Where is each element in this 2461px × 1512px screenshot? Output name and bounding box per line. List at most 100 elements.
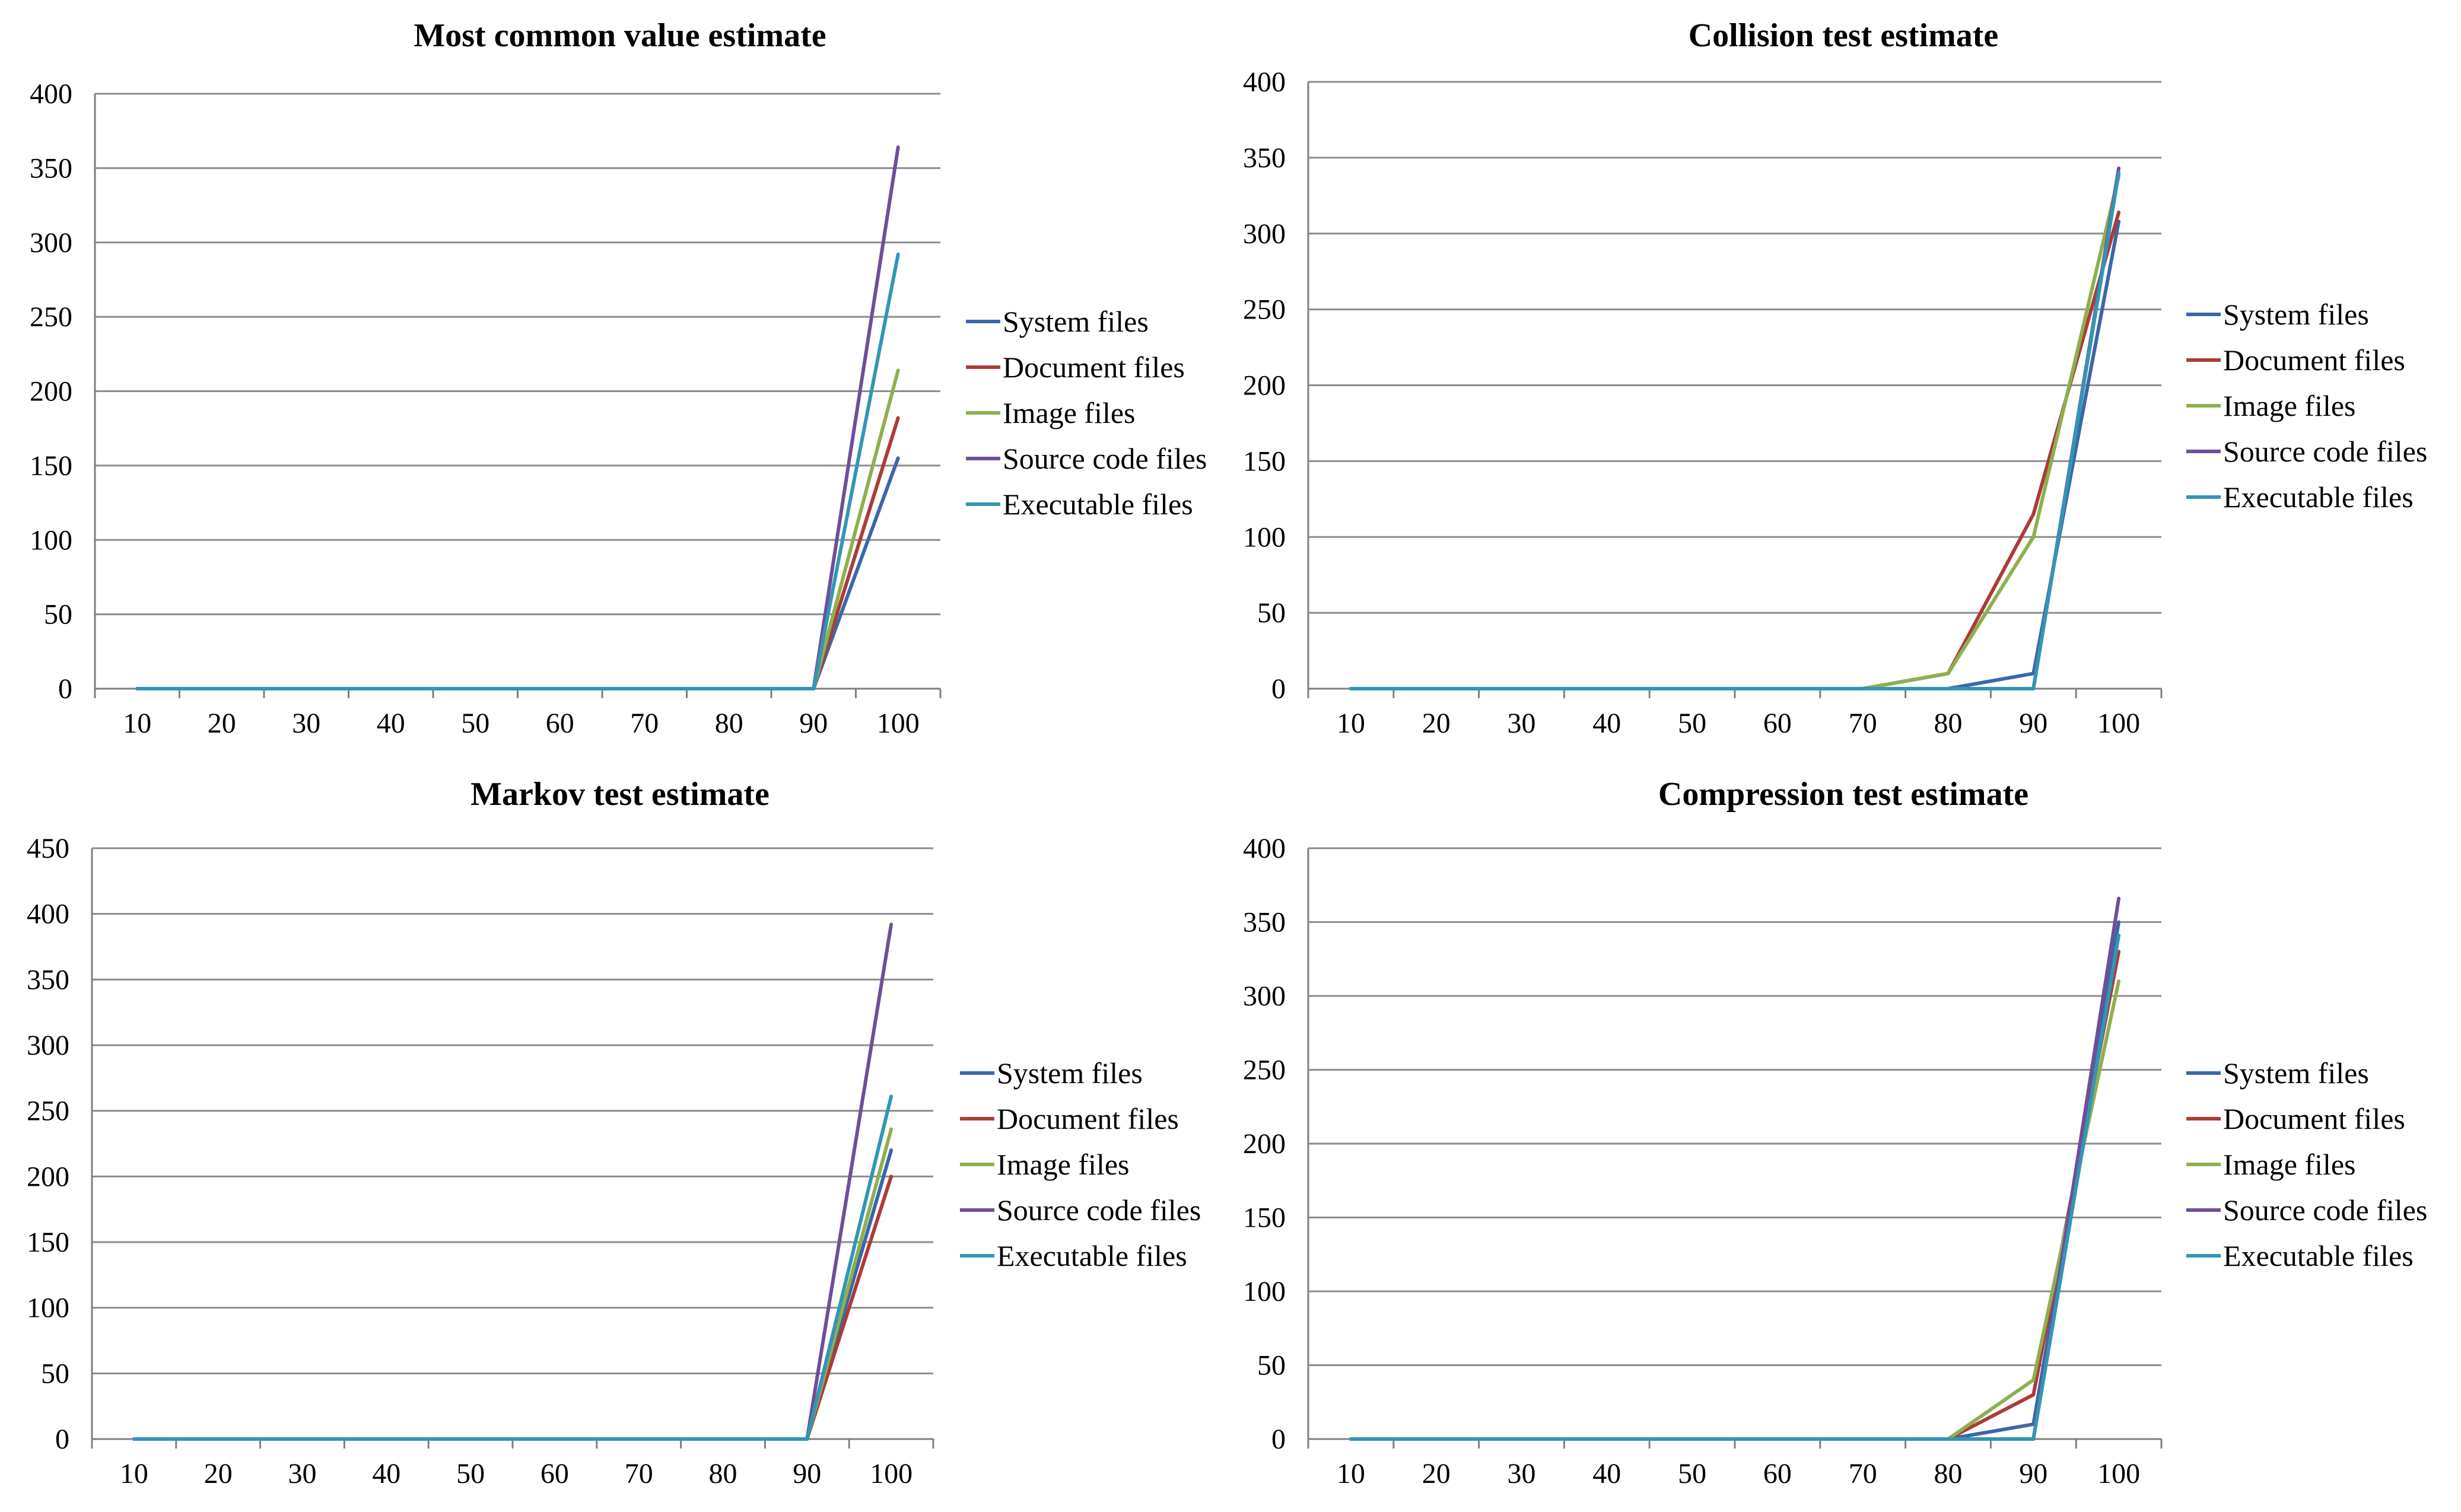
- series-line-source-code-files: [1349, 896, 2121, 1441]
- y-tick-label: 50: [1257, 597, 1286, 629]
- x-tick-label: 70: [625, 1458, 653, 1489]
- legend: System files Document files Image files Sou…: [2186, 1056, 2427, 1272]
- x-tick-label: 40: [377, 708, 405, 739]
- y-tick-label: 200: [27, 1161, 69, 1192]
- y-tick-label: 400: [1243, 66, 1286, 98]
- series-line-executable-files: [1349, 171, 2121, 690]
- x-tick-label: 20: [208, 708, 236, 739]
- series-line-system-files: [132, 1148, 894, 1441]
- legend-label: System files: [2223, 1056, 2369, 1090]
- y-tick-label: 0: [1271, 673, 1286, 705]
- legend-label: Source code files: [997, 1193, 1201, 1227]
- x-tick-label: 20: [204, 1458, 233, 1489]
- x-tick-label: 80: [1934, 708, 1963, 739]
- y-tick-label: 150: [1243, 445, 1286, 477]
- y-tick-label: 250: [1243, 294, 1286, 326]
- x-tick-label: 90: [793, 1458, 821, 1489]
- series-line-image-files: [1349, 979, 2121, 1441]
- y-tick-label: 100: [27, 1293, 69, 1324]
- x-tick-label: 70: [1849, 708, 1877, 739]
- series-line-executable-files: [1349, 933, 2121, 1441]
- x-tick-label: 30: [292, 708, 320, 739]
- y-tick-label: 350: [27, 964, 69, 995]
- x-tick-label: 40: [372, 1458, 400, 1489]
- x-tick-label: 30: [288, 1458, 317, 1489]
- y-tick-label: 250: [30, 301, 72, 333]
- y-tick-label: 50: [41, 1358, 69, 1389]
- y-tick-label: 150: [27, 1227, 69, 1258]
- x-tick-label: 70: [1849, 1458, 1877, 1489]
- legend-label: Document files: [1003, 351, 1185, 384]
- x-tick-label: 30: [1508, 1458, 1536, 1489]
- y-tick-label: 150: [30, 450, 72, 482]
- chart-title: Compression test estimate: [1658, 776, 2028, 813]
- series-line-document-files: [1349, 210, 2121, 690]
- x-tick-label: 90: [799, 708, 828, 739]
- y-tick-label: 100: [30, 524, 72, 556]
- legend-label: Document files: [2223, 343, 2405, 377]
- y-tick-label: 0: [58, 673, 72, 705]
- legend-label: Executable files: [2223, 480, 2414, 514]
- x-tick-label: 90: [2019, 708, 2047, 739]
- y-tick-label: 0: [55, 1424, 69, 1455]
- legend-label: Executable files: [1003, 488, 1193, 521]
- legend-label: Executable files: [997, 1239, 1187, 1272]
- series-line-system-files: [135, 456, 900, 690]
- legend-label: Document files: [997, 1102, 1179, 1135]
- legend: System files Document files Image files Sou…: [960, 1056, 1201, 1272]
- x-tick-label: 50: [1678, 1458, 1706, 1489]
- x-tick-label: 40: [1592, 708, 1621, 739]
- y-tick-label: 350: [30, 152, 72, 184]
- x-tick-label: 40: [1592, 1458, 1621, 1489]
- x-tick-label: 90: [2019, 1458, 2047, 1489]
- legend-label: Source code files: [2223, 435, 2427, 468]
- series-line-source-code-files: [132, 922, 894, 1441]
- x-tick-label: 10: [123, 708, 151, 739]
- y-tick-label: 200: [30, 376, 72, 408]
- legend-label: Source code files: [2223, 1193, 2427, 1227]
- x-tick-label: 60: [540, 1458, 569, 1489]
- x-tick-label: 100: [877, 708, 920, 739]
- chart-collision-test-estimate: Collision test estimate 0 50 100 150 200 250 30…: [1243, 17, 2427, 739]
- y-tick-label: 350: [1243, 142, 1286, 174]
- x-tick-label: 20: [1422, 708, 1451, 739]
- chart-markov-test-estimate: Markov test estimate 0 50 100 150 200 250 300 35…: [27, 776, 1201, 1489]
- y-tick-label: 250: [1243, 1055, 1286, 1086]
- legend-label: Source code files: [1003, 442, 1207, 475]
- y-tick-label: 300: [27, 1030, 69, 1061]
- legend-label: System files: [1003, 305, 1149, 338]
- x-tick-label: 50: [461, 708, 489, 739]
- y-tick-label: 50: [44, 599, 72, 631]
- y-tick-label: 100: [1243, 521, 1286, 553]
- legend: System files Document files Image files Sou…: [966, 305, 1207, 521]
- series-line-source-code-files: [1349, 166, 2121, 690]
- chart-title: Collision test estimate: [1689, 17, 1999, 54]
- series-line-system-files: [1349, 219, 2121, 690]
- x-tick-label: 80: [709, 1458, 737, 1489]
- y-tick-label: 300: [30, 227, 72, 259]
- series-line-image-files: [135, 368, 900, 690]
- x-tick-label: 60: [1763, 1458, 1792, 1489]
- x-tick-label: 80: [715, 708, 743, 739]
- series-line-source-code-files: [135, 145, 900, 690]
- x-tick-label: 60: [546, 708, 574, 739]
- legend-label: Image files: [997, 1148, 1130, 1181]
- y-tick-label: 200: [1243, 1128, 1286, 1160]
- x-tick-label: 60: [1763, 708, 1792, 739]
- y-tick-label: 300: [1243, 218, 1286, 250]
- y-tick-label: 0: [1271, 1424, 1286, 1455]
- x-tick-label: 100: [870, 1458, 912, 1489]
- legend-label: System files: [997, 1056, 1143, 1090]
- legend-label: Image files: [2223, 1148, 2356, 1181]
- x-tick-label: 20: [1422, 1458, 1451, 1489]
- legend: System files Document files Image files Sou…: [2186, 298, 2427, 514]
- y-tick-label: 400: [27, 899, 69, 930]
- y-tick-label: 150: [1243, 1202, 1286, 1234]
- x-tick-label: 100: [2097, 708, 2140, 739]
- series-line-document-files: [135, 416, 900, 690]
- y-tick-label: 400: [1243, 833, 1286, 864]
- legend-label: Image files: [1003, 396, 1136, 429]
- y-tick-label: 300: [1243, 981, 1286, 1012]
- x-tick-label: 30: [1508, 708, 1536, 739]
